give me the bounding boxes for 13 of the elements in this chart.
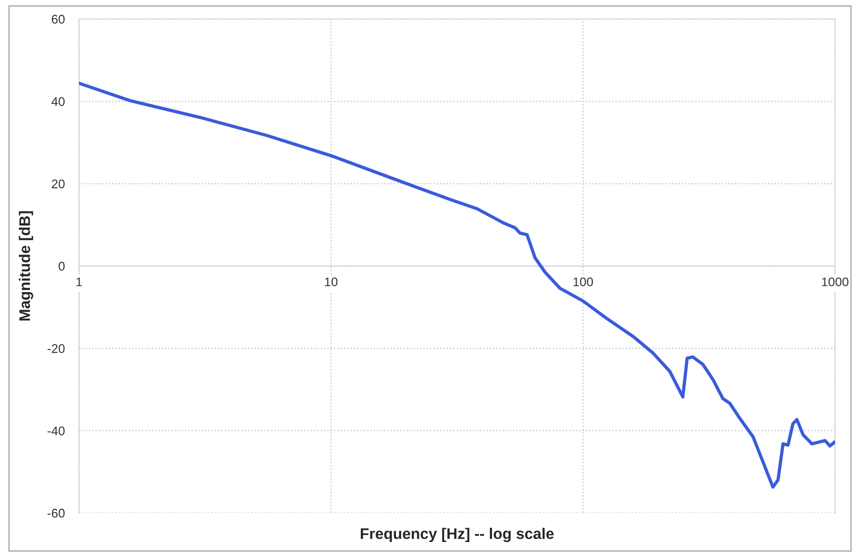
y-tick-label: -20 [48,344,65,353]
x-tick-label: 1000 [822,277,848,286]
y-tick-label: 20 [52,179,65,188]
y-tick-label: 60 [52,14,65,24]
x-tick-label: 100 [574,277,593,286]
x-axis-title: Frequency [Hz] -- log scale [360,528,554,542]
y-tick-label: -60 [48,508,65,518]
x-tick-label: 1 [76,278,82,286]
y-tick-label: 40 [51,97,65,106]
y-axis-title: Magnitude [dB] [18,211,34,321]
y-tick-label: -40 [48,426,65,436]
y-tick-label: 0 [58,262,65,271]
x-tick-label: 10 [325,277,338,286]
